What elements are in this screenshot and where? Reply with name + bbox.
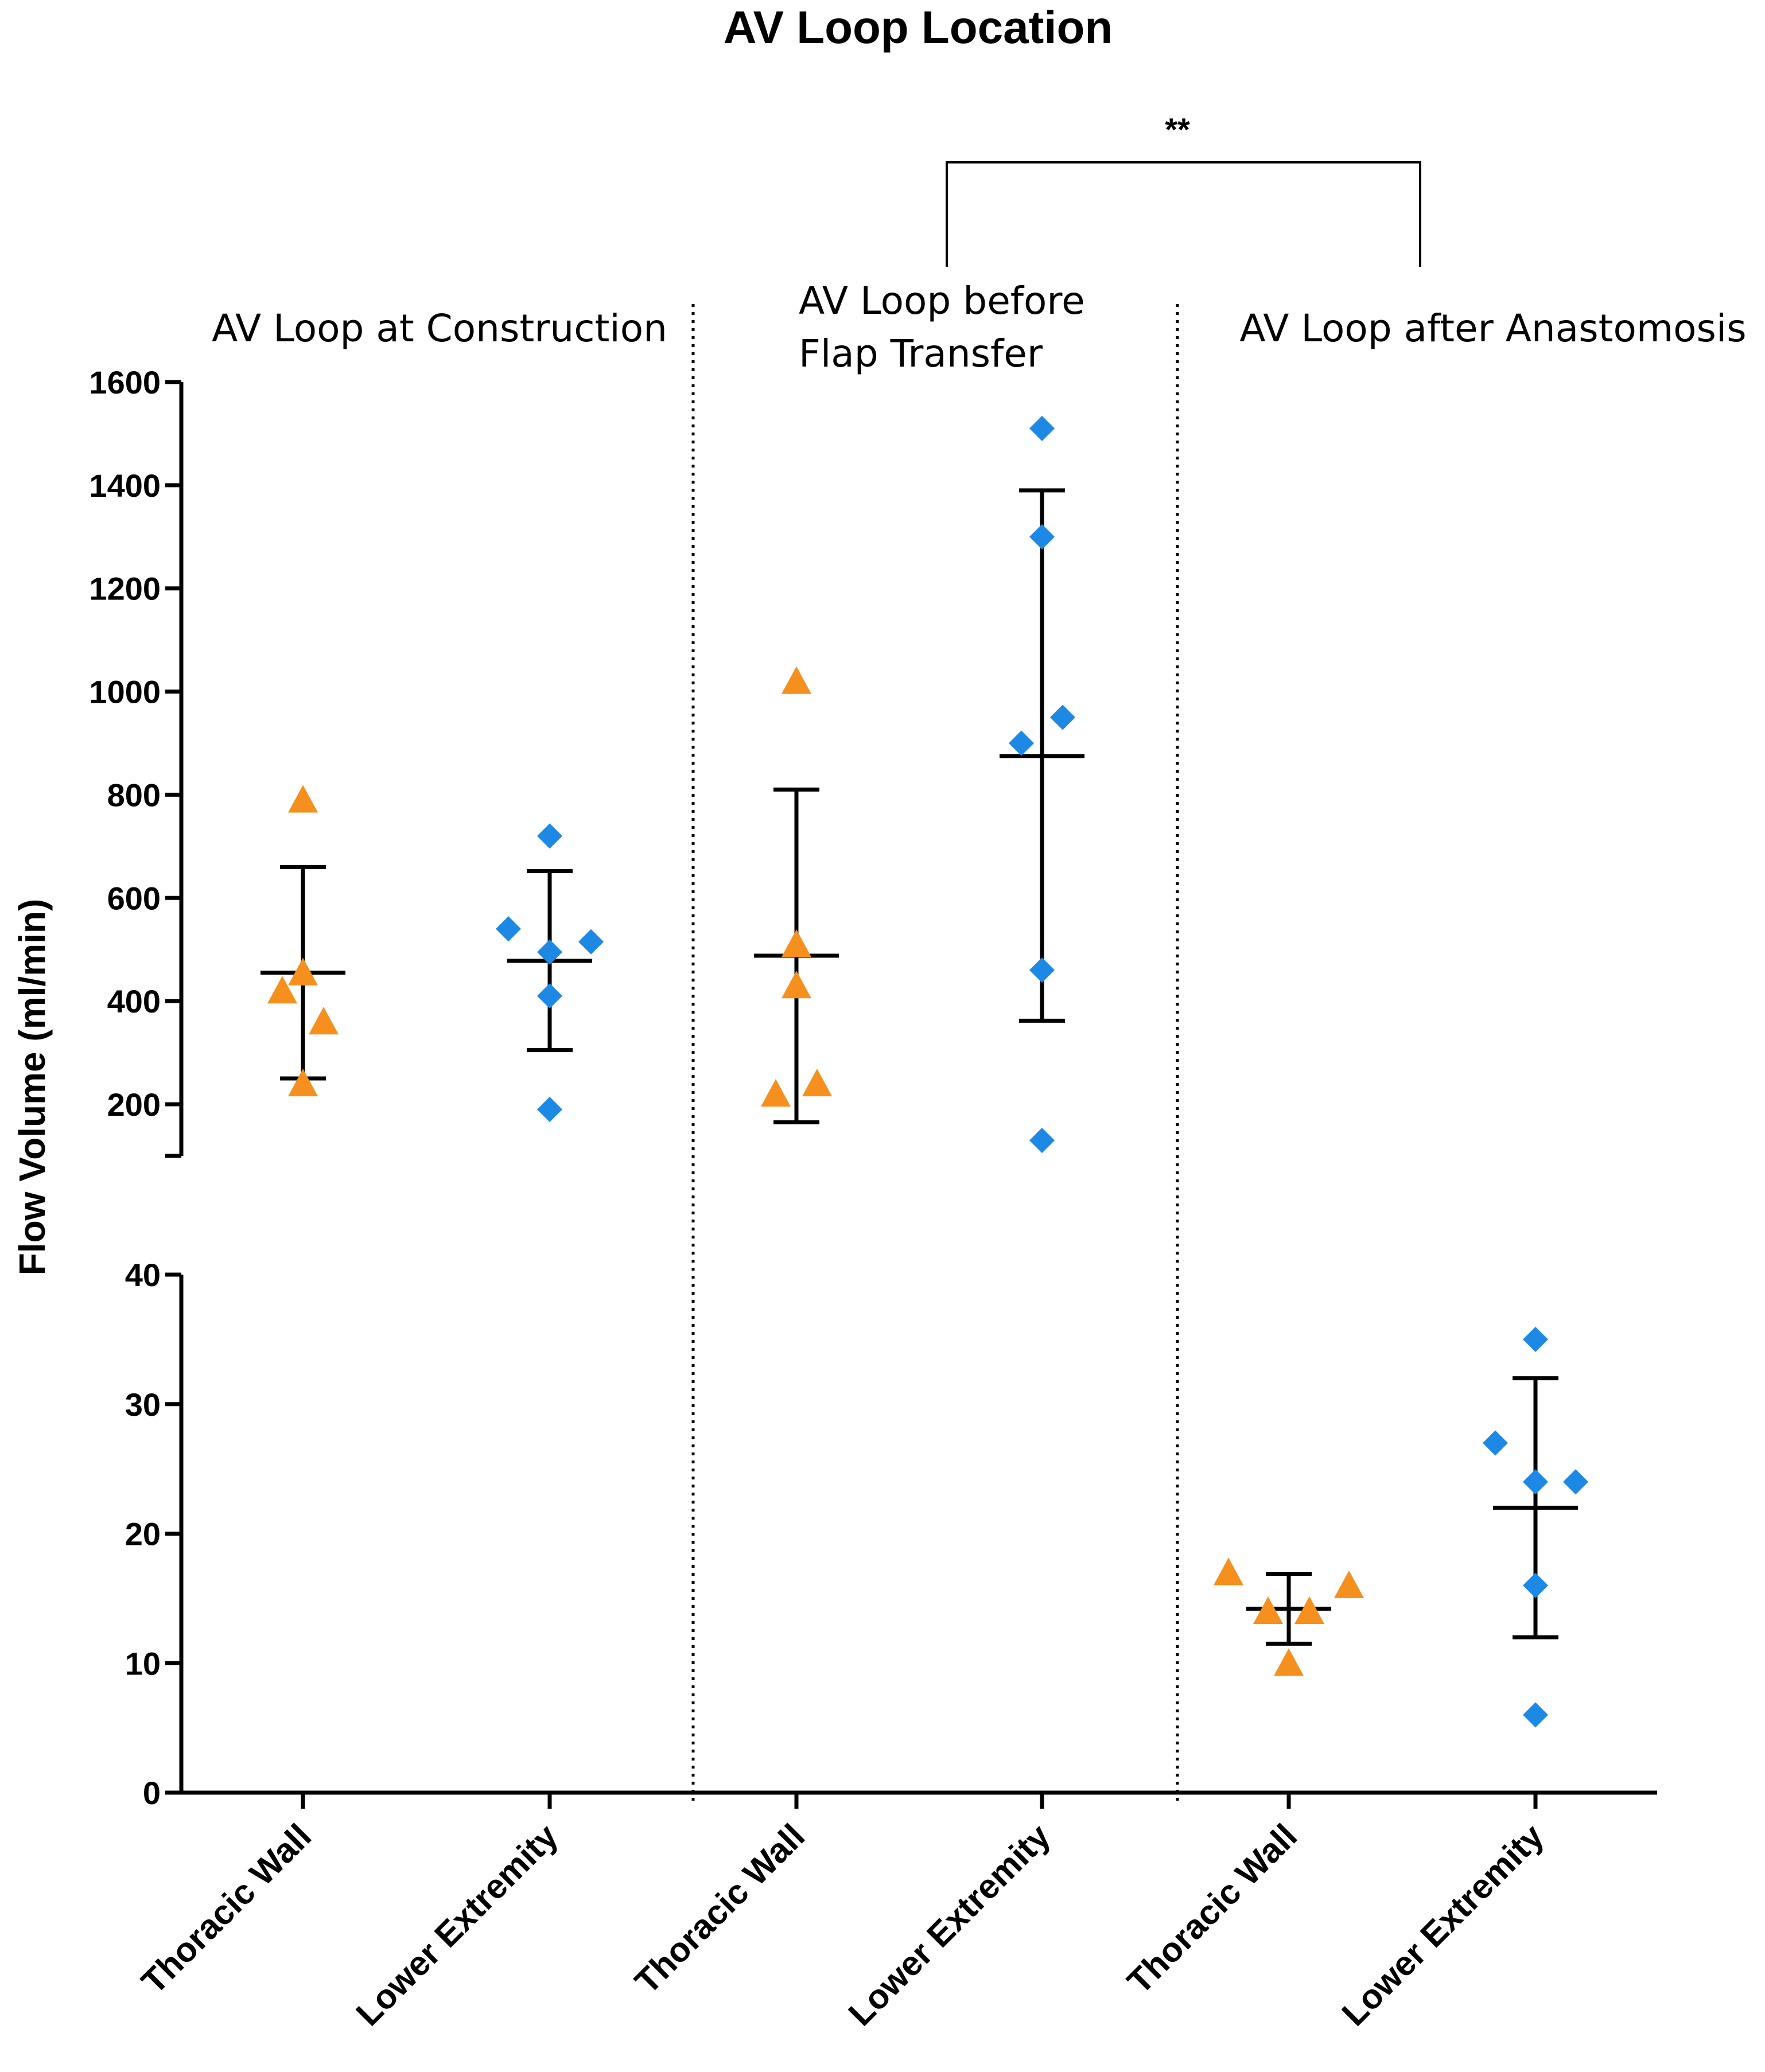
y-tick-label-600: 600 — [107, 880, 161, 916]
group-label-before-flap-line-2: Flap Transfer — [799, 332, 1043, 376]
y-axis-label: Flow Volume (ml/min) — [11, 899, 53, 1276]
data-marks — [261, 415, 1588, 1728]
g3-lower-extremity-point-5 — [1523, 1572, 1548, 1598]
y-tick-label-20: 20 — [125, 1516, 161, 1552]
y-tick-label-400: 400 — [107, 983, 161, 1019]
g2-thoracic-wall-point-4 — [802, 1069, 832, 1097]
axes: 200 400 600 800 1000 1200 1400 1600 0 10 20 30 40 — [89, 364, 1657, 1811]
group-label-before-flap-line-1: AV Loop before — [799, 279, 1085, 323]
g1-thoracic-wall-point-5 — [288, 1069, 318, 1097]
g2-lower-extremity-point-2 — [1029, 524, 1055, 550]
g3-lower-extremity-error-bar — [1493, 1376, 1578, 1639]
g2-thoracic-wall-point-2 — [782, 929, 811, 957]
significance-bracket-line — [946, 161, 1421, 267]
g1-lower-extremity-point-5 — [537, 983, 562, 1009]
y-tick-label-1400: 1400 — [89, 468, 161, 504]
g2-lower-extremity-label: Lower Extremity — [841, 1816, 1058, 2033]
g2-lower-extremity-point-1 — [1029, 415, 1055, 441]
g2-thoracic-wall-point-3 — [782, 971, 811, 999]
g3-lower-extremity-point-2 — [1483, 1430, 1508, 1456]
g1-thoracic-wall-label: Thoracic Wall — [134, 1817, 319, 2001]
g3-thoracic-wall-point-1 — [1214, 1557, 1243, 1586]
y-tick-label-1200: 1200 — [89, 571, 161, 607]
g3-thoracic-wall-point-3 — [1253, 1596, 1283, 1625]
g3-lower-extremity-point-3 — [1523, 1469, 1548, 1495]
category-labels: Thoracic Wall Lower Extremity Thoracic Wal… — [134, 1816, 1552, 2033]
g2-thoracic-wall-label: Thoracic Wall — [628, 1817, 812, 2001]
g3-thoracic-wall-point-4 — [1294, 1596, 1324, 1625]
g1-thoracic-wall-point-1 — [288, 785, 318, 813]
g2-lower-extremity-error-bar — [1000, 488, 1084, 1023]
y-tick-label-40: 40 — [125, 1257, 161, 1293]
g2-thoracic-wall-point-5 — [761, 1079, 791, 1107]
group-labels: AV Loop at Construction AV Loop before Fla… — [212, 279, 1747, 376]
chart-title: AV Loop Location — [724, 2, 1113, 53]
y-tick-label-10: 10 — [125, 1645, 161, 1681]
y-tick-label-30: 30 — [125, 1386, 161, 1423]
y-tick-label-1000: 1000 — [89, 674, 161, 710]
g3-thoracic-wall-point-5 — [1274, 1648, 1304, 1676]
g3-thoracic-wall-label: Thoracic Wall — [1120, 1817, 1305, 2001]
g3-lower-extremity-label: Lower Extremity — [1335, 1816, 1552, 2033]
g3-lower-extremity-point-4 — [1563, 1469, 1588, 1495]
g1-lower-extremity-point-1 — [537, 823, 562, 849]
group-label-construction: AV Loop at Construction — [212, 306, 667, 350]
g2-lower-extremity-point-3 — [1050, 704, 1075, 730]
g2-lower-extremity-point-4 — [1009, 730, 1034, 756]
y-tick-label-1600: 1600 — [89, 364, 161, 400]
g3-thoracic-wall-point-2 — [1334, 1570, 1364, 1598]
g3-lower-extremity-point-6 — [1523, 1702, 1548, 1728]
g1-thoracic-wall-point-3 — [267, 976, 297, 1004]
g1-lower-extremity-point-6 — [537, 1096, 562, 1122]
g1-lower-extremity-point-2 — [496, 916, 521, 942]
g1-thoracic-wall-point-2 — [288, 957, 318, 986]
significance-label: ** — [1165, 111, 1190, 147]
y-tick-label-200: 200 — [107, 1086, 161, 1123]
g3-lower-extremity-point-1 — [1523, 1326, 1548, 1352]
g1-lower-extremity-label: Lower Extremity — [349, 1816, 566, 2033]
g2-lower-extremity-point-5 — [1029, 957, 1055, 983]
significance-bracket: ** — [946, 111, 1421, 267]
g1-lower-extremity-point-4 — [537, 939, 562, 965]
g1-lower-extremity-point-3 — [578, 929, 604, 955]
group-dividers — [691, 304, 1179, 1801]
g2-lower-extremity-point-6 — [1029, 1127, 1055, 1153]
g1-thoracic-wall-point-4 — [309, 1007, 339, 1035]
y-tick-label-0: 0 — [143, 1775, 161, 1811]
g3-thoracic-wall-error-bar — [1246, 1571, 1331, 1646]
y-tick-label-800: 800 — [107, 777, 161, 813]
group-label-after-anastomosis: AV Loop after Anastomosis — [1239, 306, 1746, 350]
g2-thoracic-wall-point-1 — [782, 666, 811, 694]
